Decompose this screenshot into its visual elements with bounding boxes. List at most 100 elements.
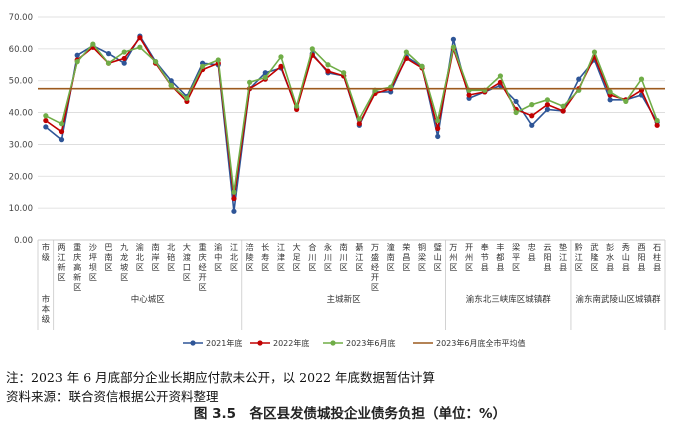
x-category-label: 区 (277, 262, 285, 272)
data-point (654, 122, 660, 128)
data-point (105, 60, 112, 66)
group-label: 中心城区 (131, 294, 166, 305)
x-category-label: 州 (449, 252, 457, 262)
x-category-label: 区 (465, 262, 473, 272)
x-category-label: 大 (183, 242, 191, 252)
x-category-label: 重 (198, 242, 206, 252)
x-category-label: 坝 (89, 262, 97, 272)
group-label: 级 (42, 314, 51, 325)
source-note: 资料来源：联合资信根据公开资料整理 (6, 389, 219, 404)
x-category-label: 区 (104, 262, 112, 272)
x-category-label: 忠 (528, 242, 536, 252)
x-category-label: 阳 (543, 252, 551, 262)
x-category-label: 重 (73, 242, 81, 252)
x-category-label: 彭 (606, 242, 614, 252)
x-category-label: 盛 (371, 252, 379, 262)
x-category-label: 平 (512, 252, 520, 262)
y-tick-label: 10.00 (9, 204, 33, 214)
x-category-label: 庆 (198, 252, 206, 262)
x-category-label: 隆 (590, 252, 598, 262)
x-category-label: 区 (387, 262, 395, 272)
data-point (529, 102, 535, 108)
x-category-label: 万 (449, 242, 457, 252)
x-category-label: 寿 (261, 252, 269, 262)
x-category-label: 级 (42, 252, 50, 262)
x-category-label: 北 (230, 252, 238, 262)
x-category-label: 新 (57, 262, 65, 272)
x-category-label: 县 (606, 262, 614, 272)
data-point (356, 116, 362, 122)
x-category-label: 区 (293, 262, 301, 272)
x-category-label: 綦 (355, 242, 363, 252)
x-category-label: 渝 (214, 242, 222, 252)
x-category-label: 坡 (120, 262, 128, 272)
x-category-label: 区 (198, 282, 206, 292)
x-category-label: 酉 (637, 242, 645, 252)
y-tick-label: 40.00 (9, 109, 33, 119)
x-category-label: 垫 (559, 242, 567, 252)
x-category-label: 丰 (496, 242, 504, 252)
data-point (513, 98, 519, 105)
data-point (294, 103, 300, 109)
data-point (607, 97, 613, 103)
x-category-label: 龙 (120, 252, 128, 262)
data-point (529, 122, 535, 128)
x-category-label: 区 (261, 262, 269, 272)
x-category-label: 区 (434, 262, 442, 272)
legend-label: 2023年6月底全市平均值 (436, 338, 525, 348)
x-category-label: 足 (293, 252, 301, 262)
x-category-label: 县 (528, 252, 536, 262)
x-category-label: 县 (653, 262, 661, 272)
x-category-label: 水 (606, 252, 614, 262)
group-label: 渝东北三峡库区城镇群 (466, 294, 552, 305)
data-point (231, 189, 237, 195)
x-category-label: 坪 (89, 252, 97, 262)
x-category-label: 璧 (434, 242, 442, 252)
x-category-label: 高 (73, 262, 81, 272)
data-point (607, 89, 613, 95)
data-point (215, 57, 221, 63)
data-point (152, 59, 159, 65)
data-point (638, 76, 645, 82)
data-point (58, 129, 65, 135)
x-category-label: 区 (449, 262, 457, 272)
data-point (105, 51, 112, 57)
x-category-label: 奉 (481, 242, 489, 252)
x-axis-categories: 市级两江新区重庆高新区沙坪坝区巴南区九龙坡区渝北区南岸区北碚区大渡口区重庆经开区… (42, 242, 662, 292)
x-category-label: 庆 (73, 252, 81, 262)
legend-marker (190, 340, 196, 346)
legend: 2021年底 2022年底 2023年6月底 2023年6月底全市平均值 (183, 338, 525, 348)
series-line (45, 35, 658, 213)
x-category-label: 区 (324, 262, 332, 272)
x-category-label: 巴 (104, 242, 112, 252)
x-category-label: 武 (590, 242, 598, 252)
data-point (168, 78, 174, 84)
x-category-label: 昌 (402, 252, 410, 262)
x-category-label: 节 (481, 252, 489, 262)
data-point (576, 76, 582, 82)
data-point (435, 125, 441, 132)
data-point (544, 102, 551, 108)
data-point (121, 49, 127, 55)
data-point (309, 46, 315, 52)
x-category-label: 梁 (418, 252, 426, 262)
data-point (450, 36, 456, 42)
x-category-label: 区 (575, 262, 583, 272)
data-point (262, 74, 268, 81)
x-category-label: 两 (57, 242, 65, 252)
data-point (341, 70, 347, 76)
x-category-label: 区 (512, 262, 520, 272)
data-point (325, 68, 331, 74)
data-point (419, 63, 425, 69)
x-category-label: 碚 (167, 252, 175, 262)
group-label: 市 (42, 294, 51, 305)
data-point (435, 133, 441, 140)
legend-marker (257, 340, 263, 346)
x-category-label: 长 (261, 242, 269, 252)
group-label: 本 (42, 304, 51, 315)
x-category-label: 川 (308, 252, 316, 262)
x-category-label: 江 (57, 252, 65, 262)
series-line (45, 36, 658, 200)
x-category-label: 县 (543, 262, 551, 272)
data-point (90, 41, 96, 47)
